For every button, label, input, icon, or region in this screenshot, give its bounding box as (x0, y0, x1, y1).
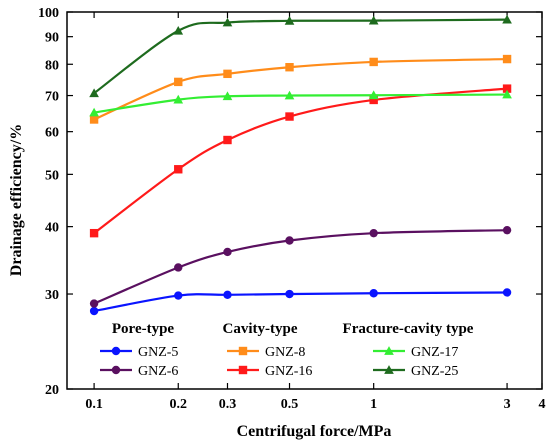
legend-label: GNZ-25 (411, 364, 458, 379)
series-gnz-8 (89, 54, 512, 124)
data-point (174, 165, 183, 174)
data-point (502, 288, 512, 297)
data-point (502, 89, 512, 99)
data-point (285, 236, 294, 245)
legend-marker (111, 365, 121, 375)
data-point (369, 57, 378, 67)
y-tick-label: 90 (45, 31, 59, 46)
x-tick-label: 0.5 (281, 397, 299, 412)
y-axis-title: Drainage efficiency/% (8, 124, 25, 276)
legend-group-header: Fracture-cavity type (343, 321, 474, 337)
data-point (285, 63, 294, 72)
data-point (285, 289, 294, 299)
legend-label: GNZ-8 (265, 345, 305, 360)
data-point (174, 291, 183, 300)
data-point (369, 95, 378, 105)
data-point (502, 14, 512, 24)
legend-item-gnz-25: GNZ-25 (373, 364, 458, 379)
legend-label: GNZ-17 (411, 345, 458, 360)
y-tick-label: 100 (38, 6, 59, 21)
legend-group-header: Cavity-type (223, 321, 298, 337)
y-tick-label: 50 (45, 168, 59, 183)
series-gnz-6 (89, 225, 512, 308)
data-point (223, 290, 232, 300)
data-point (174, 77, 183, 87)
x-tick-label: 0.1 (85, 397, 103, 412)
data-point (223, 135, 232, 145)
plot-frame (66, 11, 543, 390)
legend-marker (238, 346, 248, 356)
series-line (93, 57, 508, 121)
y-tick-label: 40 (45, 221, 59, 236)
x-tick-label: 0.3 (219, 397, 237, 412)
legend-item-gnz-5: GNZ-5 (100, 345, 178, 360)
data-point (89, 107, 99, 117)
series-layer (89, 14, 512, 316)
axes: 0.1 0.2 0.3 0.5 1 3 4 20 30 40 50 60 70 80 90 100 (38, 6, 546, 412)
data-point (89, 115, 99, 124)
data-point (368, 90, 379, 100)
legend-item-gnz-6: GNZ-6 (100, 364, 178, 379)
legend-marker (384, 365, 394, 374)
legend-item-gnz-17: GNZ-17 (373, 345, 458, 360)
series-line (93, 87, 508, 235)
legend-item-gnz-8: GNZ-8 (227, 345, 305, 360)
y-tick-label: 20 (45, 383, 59, 398)
data-point (368, 15, 379, 25)
legend-label: GNZ-6 (138, 364, 178, 379)
series-line (93, 229, 508, 305)
data-point (173, 94, 184, 104)
data-point (174, 263, 183, 272)
data-point (502, 54, 512, 64)
data-point (89, 306, 99, 316)
legend-marker (238, 365, 248, 375)
x-axis-title: Centrifugal force/MPa (237, 423, 392, 440)
series-gnz-25 (89, 14, 512, 98)
y-tick-label: 60 (45, 126, 59, 141)
data-point (173, 25, 184, 35)
data-point (502, 84, 512, 93)
y-tick-label: 70 (45, 90, 59, 105)
series-line (93, 18, 508, 95)
x-tick-label: 1 (370, 397, 377, 412)
series-gnz-17 (89, 89, 512, 117)
legend-group-header: Pore-type (112, 321, 175, 337)
data-point (369, 228, 378, 238)
data-point (285, 112, 294, 121)
data-point (369, 289, 378, 298)
legend-item-gnz-16: GNZ-16 (227, 364, 312, 379)
x-tick-label: 4 (539, 397, 546, 412)
data-point (284, 16, 295, 25)
legend-marker (111, 346, 121, 356)
y-tick-label: 80 (45, 58, 59, 73)
data-point (502, 225, 512, 235)
data-point (284, 90, 295, 100)
legend-marker (384, 346, 394, 355)
series-gnz-16 (89, 84, 512, 238)
y-tick-label: 30 (45, 288, 59, 303)
legend-label: GNZ-5 (138, 345, 178, 360)
x-tick-label: 3 (504, 397, 511, 412)
series-line (93, 93, 508, 114)
data-point (89, 228, 99, 238)
series-line (93, 291, 508, 313)
x-tick-label: 0.2 (170, 397, 188, 412)
data-point (222, 17, 233, 27)
data-point (89, 299, 99, 308)
data-point (89, 88, 99, 98)
data-point (223, 69, 232, 79)
legend: Pore-type Cavity-type Fracture-cavity type… (100, 321, 474, 379)
series-gnz-5 (89, 288, 512, 316)
data-point (222, 91, 233, 101)
data-point (223, 247, 232, 257)
legend-label: GNZ-16 (265, 364, 312, 379)
